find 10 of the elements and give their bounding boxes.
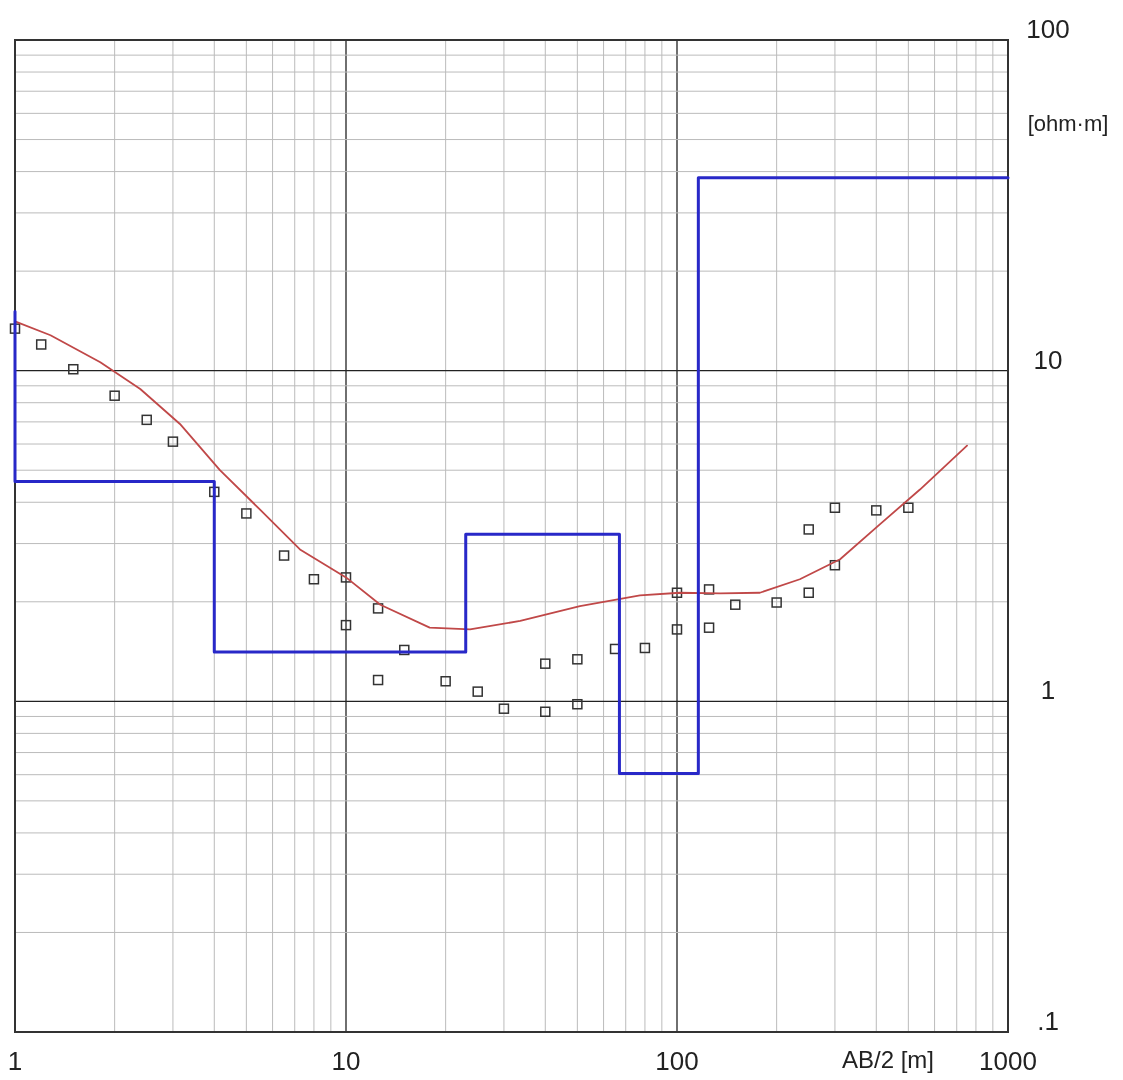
y-tick-label: 10 bbox=[1033, 344, 1063, 375]
x-tick-label: 1000 bbox=[979, 1046, 1037, 1076]
y-tick-label: .1 bbox=[1037, 1006, 1059, 1036]
y-tick-label: 1 bbox=[1040, 675, 1056, 706]
y-axis-title: [ohm·m] bbox=[1027, 111, 1109, 136]
x-tick-label: 100 bbox=[655, 1046, 699, 1076]
x-tick-label: 1 bbox=[7, 1046, 23, 1076]
x-axis-title: AB/2 [m] bbox=[841, 1046, 935, 1073]
x-tick-label: 10 bbox=[331, 1046, 361, 1076]
y-tick-label: 100 bbox=[1026, 14, 1070, 44]
